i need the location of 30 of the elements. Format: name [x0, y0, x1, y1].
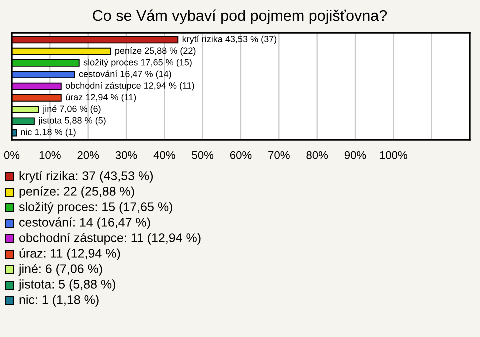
text: úraz: 11 (12,94 %): [20, 248, 120, 260]
data-label: krytí rizika 43,53 % (37): [182, 36, 277, 44]
x-tick-label: 30%: [116, 151, 138, 160]
text: peníze: 22 (25,88 %): [20, 186, 134, 198]
text: jiné: 6 (7,06 %): [18, 264, 102, 276]
data-label: jistota 5,88 % (5): [38, 117, 106, 126]
x-tick-label: 10%: [40, 151, 61, 160]
x-tick-label: 60%: [230, 151, 252, 160]
x-tick-label: 50%: [192, 151, 214, 160]
x-tick-label: 40%: [154, 151, 176, 160]
text: krytí rizika: 37 (43,53 %): [20, 171, 153, 183]
chart-title: Co se Vám vybaví pod pojmem pojišťovna?: [93, 10, 388, 24]
x-tick-label: 20%: [78, 151, 100, 160]
data-label: peníze 25,88 % (22): [116, 47, 196, 56]
text: jistota: 5 (5,88 %): [18, 280, 116, 292]
x-tick-label: 80%: [306, 151, 328, 160]
data-label: nic 1,18 % (1): [21, 128, 76, 138]
data-label: jiné 7,06 % (6): [42, 106, 101, 114]
data-label: obchodní zástupce 12,94 % (11): [66, 82, 194, 91]
x-tick-label: 100%: [380, 151, 408, 160]
data-label: složitý proces 17,65 % (15): [84, 58, 192, 68]
text: obchodní zástupce: 11 (12,94 %): [20, 233, 201, 245]
text: nic: 1 (1,18 %): [20, 295, 99, 307]
data-label: cestování 16,47 % (14): [79, 70, 172, 80]
text: složitý proces: 15 (17,65 %): [19, 202, 172, 214]
x-tick-label: 90%: [344, 151, 366, 160]
text: cestování: 14 (16,47 %): [20, 218, 150, 230]
data-label: úraz 12,94 % (11): [66, 94, 136, 102]
x-tick-label: 70%: [268, 151, 290, 160]
x-tick-label: 0%: [4, 151, 20, 160]
